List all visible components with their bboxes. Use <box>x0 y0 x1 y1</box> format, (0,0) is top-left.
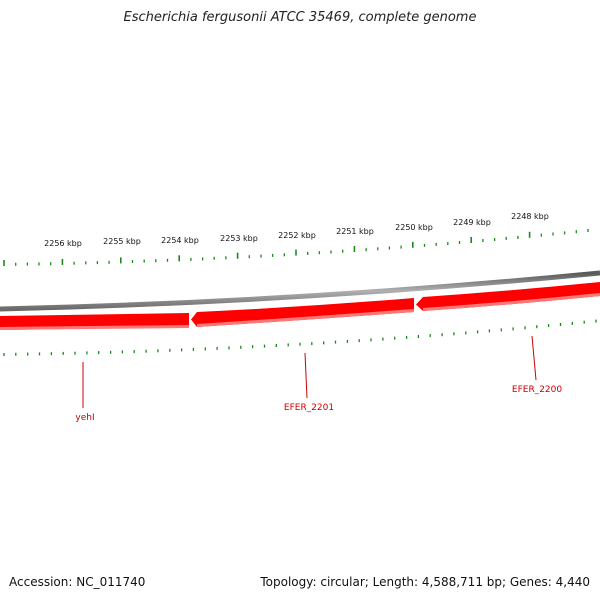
gene-EFER-2201-shadow <box>197 309 414 327</box>
inner-scale-ticks <box>3 319 597 356</box>
scale-label: 2256 kbp <box>44 239 82 248</box>
scale-label: 2255 kbp <box>103 237 141 246</box>
leader-line <box>531 335 537 381</box>
genome-summary-text: Topology: circular; Length: 4,588,711 bp… <box>260 575 590 589</box>
gene-label-EFER-2200[interactable]: EFER_2200 <box>512 385 562 395</box>
scale-label: 2249 kbp <box>453 218 491 227</box>
gene-label-EFER-2201[interactable]: EFER_2201 <box>284 403 334 413</box>
gene-EFER-2200[interactable] <box>416 282 600 311</box>
leader-line <box>304 352 308 399</box>
scale-label: 2253 kbp <box>220 234 258 243</box>
accession-text: Accession: NC_011740 <box>9 575 146 589</box>
scale-label: 2248 kbp <box>511 212 549 221</box>
genome-backbone <box>0 270 600 312</box>
scale-labels: 2256 kbp 2255 kbp 2254 kbp 2253 kbp 2252… <box>44 212 549 248</box>
gene-yehI-shadow <box>0 325 189 330</box>
scale-label: 2254 kbp <box>161 236 199 245</box>
map-title: Escherichia fergusonii ATCC 35469, compl… <box>123 10 477 25</box>
gene-EFER-2200-shadow <box>423 293 600 311</box>
gene-label-leaders <box>82 335 537 408</box>
gene-EFER-2201[interactable] <box>191 298 414 327</box>
outer-scale-ticks <box>3 229 589 266</box>
gene-label-yehI[interactable]: yehI <box>75 413 94 423</box>
scale-label: 2250 kbp <box>395 223 433 232</box>
scale-label: 2252 kbp <box>278 231 316 240</box>
scale-label: 2251 kbp <box>336 227 374 236</box>
gene-labels: yehI EFER_2201 EFER_2200 <box>75 385 562 423</box>
gene-track <box>0 282 600 330</box>
